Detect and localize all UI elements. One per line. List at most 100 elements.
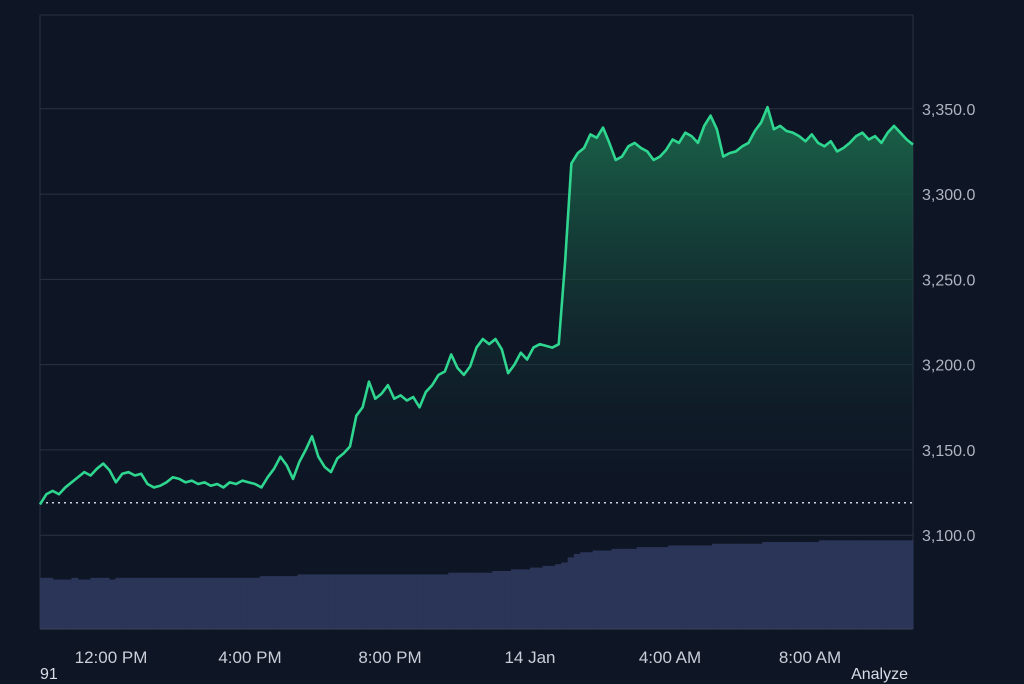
- volume-bar: [83, 579, 91, 629]
- volume-bar: [869, 540, 876, 629]
- volume-bar: [52, 579, 60, 629]
- volume-bar: [504, 571, 512, 629]
- volume-bar: [548, 565, 556, 629]
- volume-bar: [347, 574, 355, 629]
- volume-bar: [818, 540, 826, 629]
- volume-bar: [134, 577, 142, 629]
- volume-bar: [592, 550, 600, 629]
- volume-bar: [247, 577, 255, 629]
- volume-bar: [674, 545, 682, 629]
- volume-bar: [341, 574, 349, 629]
- y-tick-label: 3,100.0: [922, 528, 975, 545]
- volume-bar: [479, 572, 487, 629]
- y-tick-label: 3,300.0: [922, 187, 975, 204]
- volume-bar: [316, 574, 324, 629]
- volume-bar: [630, 548, 638, 629]
- volume-bar: [159, 577, 167, 629]
- volume-bar: [435, 574, 443, 629]
- volume-bar: [642, 547, 650, 629]
- y-tick-label: 3,250.0: [922, 272, 975, 289]
- volume-bar: [661, 547, 669, 629]
- volume-bar: [492, 571, 500, 629]
- volume-bar: [253, 577, 261, 629]
- volume-bar: [448, 572, 456, 629]
- volume-bar: [77, 579, 85, 629]
- volume-bar: [322, 574, 330, 629]
- volume-bar: [573, 553, 581, 629]
- x-tick-label: 4:00 AM: [639, 648, 701, 667]
- volume-bar: [115, 577, 123, 629]
- volume-bar: [140, 577, 148, 629]
- volume-bar: [636, 547, 644, 629]
- volume-bar: [90, 577, 98, 629]
- analyze-link[interactable]: Analyze: [851, 666, 908, 683]
- volume-bar: [46, 577, 54, 629]
- volume-bar: [58, 579, 66, 629]
- volume-bar: [209, 577, 217, 629]
- volume-bar: [222, 577, 230, 629]
- x-tick-label: 4:00 PM: [218, 648, 281, 667]
- volume-bar: [529, 567, 537, 629]
- volume-bar: [310, 574, 317, 629]
- volume-bar: [598, 550, 606, 629]
- volume-bar: [712, 543, 719, 629]
- volume-bar: [171, 577, 179, 629]
- volume-bar: [743, 543, 751, 629]
- volume-bar: [165, 577, 173, 629]
- volume-bar: [894, 540, 902, 629]
- volume-bar: [586, 552, 594, 629]
- y-axis: 3,100.0 3,150.0 3,200.0 3,250.0 3,300.0 3,350…: [922, 102, 975, 545]
- volume-bar: [379, 574, 387, 629]
- x-axis: 12:00 PM 4:00 PM 8:00 PM 14 Jan 4:00 AM 8:00 …: [75, 648, 842, 667]
- y-tick-label: 3,150.0: [922, 443, 975, 460]
- volume-bar: [65, 579, 72, 629]
- volume-bar: [806, 542, 814, 629]
- volume-bar: [485, 572, 493, 629]
- volume-bar: [366, 574, 374, 629]
- volume-bar: [240, 577, 248, 629]
- volume-bar: [146, 577, 154, 629]
- volume-bar: [284, 576, 292, 629]
- volume-bar: [234, 577, 242, 629]
- volume-bar: [335, 574, 343, 629]
- x-tick-label: 8:00 PM: [358, 648, 421, 667]
- volume-bar: [272, 576, 280, 629]
- volume-bar: [693, 545, 701, 629]
- footer-left-label: 91: [40, 666, 58, 683]
- volume-bar: [454, 572, 462, 629]
- volume-bar: [153, 577, 160, 629]
- volume-bar: [699, 545, 707, 629]
- volume-bar: [875, 540, 883, 629]
- price-area-fill: [40, 107, 913, 505]
- volume-bar: [705, 545, 713, 629]
- volume-bar: [121, 577, 129, 629]
- price-line: [38, 105, 914, 506]
- volume-bar: [410, 574, 418, 629]
- volume-bar: [498, 571, 506, 629]
- volume-bar: [190, 577, 198, 629]
- volume-bar: [906, 540, 914, 629]
- volume-bar: [441, 574, 449, 629]
- volume-bar: [291, 576, 299, 629]
- volume-bar: [730, 543, 738, 629]
- volume-bar: [825, 540, 832, 629]
- volume-bar: [423, 574, 430, 629]
- volume-bar: [385, 574, 393, 629]
- volume-bar: [567, 557, 575, 629]
- volume-bar: [259, 576, 267, 629]
- volume-bar: [862, 540, 870, 629]
- volume-bar: [856, 540, 864, 629]
- volume-bars: [40, 540, 914, 629]
- volume-bar: [473, 572, 481, 629]
- volume-bar: [297, 574, 305, 629]
- volume-bar: [793, 542, 801, 629]
- volume-bar: [360, 574, 368, 629]
- volume-bar: [203, 577, 211, 629]
- volume-bar: [649, 547, 657, 629]
- volume-bar: [40, 577, 47, 629]
- volume-bar: [812, 542, 820, 629]
- x-tick-label: 8:00 AM: [779, 648, 841, 667]
- volume-bar: [837, 540, 845, 629]
- x-tick-label: 14 Jan: [504, 648, 555, 667]
- volume-bar: [467, 572, 474, 629]
